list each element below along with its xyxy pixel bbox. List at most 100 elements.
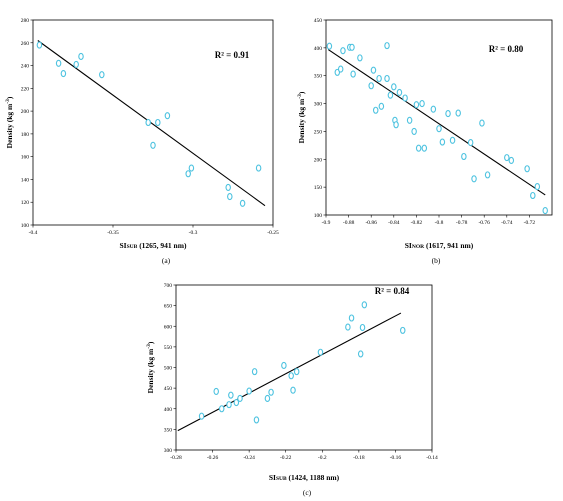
y-tick-label: 240 [21,64,30,70]
x-tick-label: -0.9 [322,220,331,226]
x-tick-label: -0.26 [207,455,219,461]
data-point [348,314,355,322]
data-point [455,109,461,117]
data-point [384,42,390,50]
data-point [467,139,474,147]
y-tick-label: 250 [314,129,323,135]
data-point [439,138,446,146]
data-point [255,164,262,172]
data-point [155,118,161,127]
data-point [411,127,417,135]
data-point [504,154,510,162]
data-point [334,68,341,76]
data-point [99,71,105,79]
chart-panel-2: -0.28 -0.26 -0.24 -0.22 -0.2 -0.18 -0.16 -0.14 3… [146,283,438,497]
regression-line [177,312,402,432]
regression-line [37,40,266,207]
data-point [317,348,324,356]
x-tick-label: -0.2 [318,455,327,461]
data-point [226,401,232,409]
data-point [392,116,398,124]
data-point [415,144,422,152]
data-point [326,42,333,50]
x-axis-label: SINOR (1617, 941 nm) [405,241,474,250]
data-point [421,144,428,152]
data-point [508,156,515,164]
y-tick-label: 550 [164,345,173,351]
data-point [150,141,156,149]
x-tick-label: -0.82 [411,220,423,226]
x-tick-label: -0.14 [426,455,438,461]
data-point [213,387,219,395]
x-tick-label: -0.84 [388,220,400,226]
x-tick-label: -0.24 [243,455,255,461]
r-squared-label: R² = 0.91 [215,50,250,60]
data-point [393,121,399,129]
y-axis-label: Density (kg m-3) [297,91,306,143]
data-point [281,361,287,369]
data-point [461,152,467,161]
regression-line [327,49,546,196]
data-point [349,43,355,51]
data-point [376,74,382,83]
y-tick-label: 450 [314,18,323,24]
chart-panel-1: -0.9 -0.88 -0.86 -0.84 -0.82 -0.8 -0.78 -0.76 -0… [297,18,553,265]
y-axis-label: Density (kg m-3) [5,96,14,148]
data-point [396,88,403,96]
data-point [345,323,351,331]
data-point [188,164,195,172]
data-point [268,388,274,396]
x-tick-label: -0.78 [456,220,468,226]
data-point [399,326,406,334]
data-point [288,372,294,380]
data-point [378,102,385,110]
data-point [228,391,234,399]
y-tick-label: 200 [21,109,30,115]
data-point [233,399,240,407]
data-point [530,191,536,200]
data-point [357,350,364,358]
x-tick-label: -0.16 [390,455,402,461]
data-point [340,47,346,55]
y-tick-label: 100 [314,213,323,219]
y-tick-label: 450 [164,386,173,392]
x-tick-label: -0.25 [267,230,279,236]
y-tick-label: 150 [314,185,323,191]
data-point [534,183,541,191]
data-point [60,69,67,78]
data-point [361,301,368,309]
x-tick-label: -0.18 [353,455,365,461]
data-point [542,206,548,215]
data-point [78,52,84,60]
data-point [413,101,420,109]
data-point [384,74,390,83]
data-point [471,175,477,183]
y-tick-label: 140 [21,177,30,183]
x-tick-label: -0.22 [280,455,292,461]
plot-frame [175,284,433,451]
data-point [436,125,442,133]
x-tick-label: -0.35 [107,230,119,236]
data-point [185,170,191,178]
x-tick-label: -0.4 [29,230,38,236]
data-point [359,323,366,332]
data-point [350,70,356,78]
data-point [198,412,205,420]
data-point [337,65,344,73]
data-point [36,41,43,49]
data-point [218,405,225,413]
y-tick-label: 120 [21,200,30,206]
data-point [145,118,151,127]
x-axis-label: SISUB (1424, 1188 nm) [269,473,340,482]
data-point [357,54,363,62]
panel-caption: (c) [303,488,312,497]
data-point [406,116,413,124]
data-point [237,394,243,402]
data-point [253,416,260,424]
chart-panel-0: -0.4 -0.35 -0.3 -0.25 100 120 140 160 180 200 220 2… [5,18,279,265]
y-tick-label: 350 [164,427,173,433]
x-tick-label: -0.28 [170,455,182,461]
data-point [391,83,397,91]
data-point [264,394,271,402]
